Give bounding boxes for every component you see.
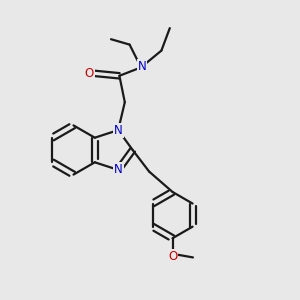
Text: N: N (114, 164, 123, 176)
Text: N: N (137, 60, 146, 73)
Text: N: N (114, 124, 123, 136)
Text: O: O (168, 250, 177, 263)
Text: O: O (85, 67, 94, 80)
